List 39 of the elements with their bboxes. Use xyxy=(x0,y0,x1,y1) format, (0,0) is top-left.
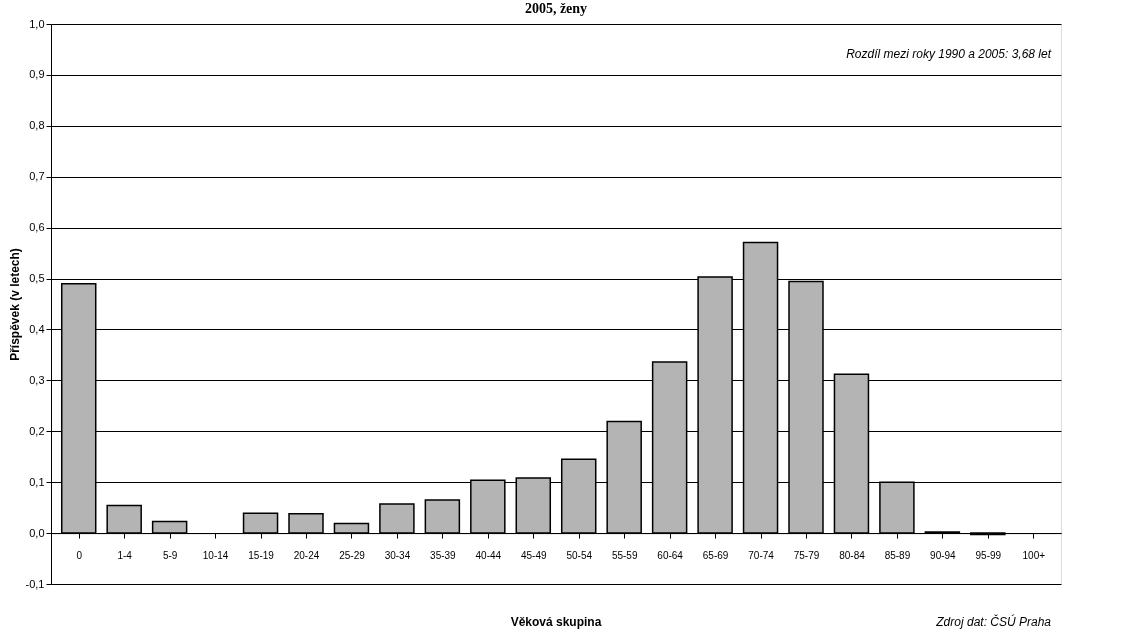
x-tick-label: 15-19 xyxy=(248,549,275,561)
x-tick-label: 90-94 xyxy=(930,549,957,561)
y-tick-label: -0,1 xyxy=(25,577,45,590)
x-tick-label: 40-44 xyxy=(475,549,502,561)
y-tick-label: 0,6 xyxy=(29,221,45,234)
x-tick-label: 50-54 xyxy=(566,549,593,561)
x-tick-label: 35-39 xyxy=(430,549,457,561)
y-tick-label: 0,5 xyxy=(29,272,45,285)
x-tick-label: 95-99 xyxy=(975,549,1002,561)
x-tick-label: 45-49 xyxy=(520,549,547,561)
x-tick-label: 70-74 xyxy=(748,549,775,561)
annotation: Rozdíl mezi roky 1990 a 2005: 3,68 let xyxy=(846,47,1052,61)
x-tick-label: 65-69 xyxy=(702,549,729,561)
x-tick-label: 1-4 xyxy=(117,549,133,561)
x-tick-label: 30-34 xyxy=(384,549,411,561)
y-tick-label: 0,2 xyxy=(29,424,45,437)
y-tick-label: 0,1 xyxy=(29,475,45,488)
x-tick-label: 0 xyxy=(76,549,83,561)
y-tick-label: 0,9 xyxy=(29,68,45,81)
text: Zdroj dat: ČSÚ Praha xyxy=(935,614,1052,629)
x-tick-label: 5-9 xyxy=(162,549,178,561)
y-tick-label: 0,3 xyxy=(29,373,45,386)
y-tick-label: 0,4 xyxy=(29,322,45,335)
y-tick-label: 0,8 xyxy=(29,119,45,132)
y-axis-title: Příspěvek (v letech) xyxy=(7,248,22,361)
x-tick-label: 100+ xyxy=(1022,549,1046,561)
y-tick-label: 0,0 xyxy=(29,526,45,539)
x-tick-label: 85-89 xyxy=(884,549,911,561)
x-tick-label: 20-24 xyxy=(293,549,320,561)
x-tick-label: 25-29 xyxy=(339,549,366,561)
x-tick-label: 60-64 xyxy=(657,549,684,561)
x-tick-label: 10-14 xyxy=(202,549,229,561)
y-tick-label: 0,7 xyxy=(29,170,45,183)
x-tick-label: 80-84 xyxy=(839,549,866,561)
x-tick-label: 75-79 xyxy=(793,549,820,561)
chart-title: 2005, ženy xyxy=(524,1,588,16)
x-tick-label: 55-59 xyxy=(611,549,638,561)
y-tick-label: 1,0 xyxy=(29,17,45,30)
x-axis-title: Věková skupina xyxy=(510,615,602,629)
